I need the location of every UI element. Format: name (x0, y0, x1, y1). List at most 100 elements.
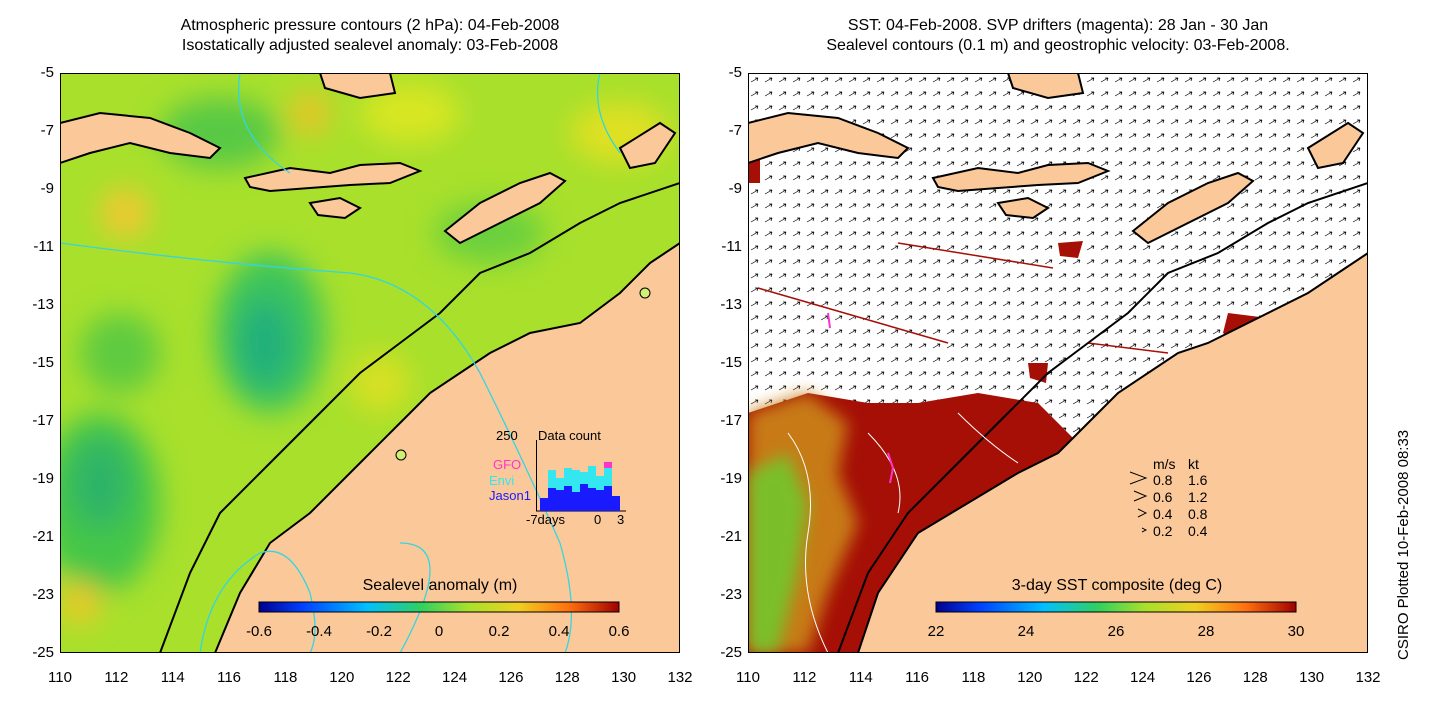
x-tick-label: 116 (905, 669, 930, 686)
y-tick-label: -19 (32, 470, 54, 487)
pressure-contour (237, 73, 291, 174)
x-tick-label: 122 (1073, 669, 1099, 686)
legend-kt-3: 0.8 (1188, 506, 1208, 522)
y-tick-label: -17 (720, 412, 742, 429)
x-tick-label: 114 (848, 669, 873, 686)
x-tick-label: 116 (217, 669, 242, 686)
shelf-edge (159, 182, 680, 653)
sst-map (748, 73, 1368, 653)
x-tick-label: 112 (792, 669, 817, 686)
y-tick-label: -5 (728, 64, 742, 81)
inset-title: Data count (538, 428, 601, 443)
colorbar-tick-label: 0.6 (608, 623, 630, 640)
y-tick-label: -17 (32, 412, 54, 429)
x-tick-label: 124 (1130, 669, 1156, 686)
y-tick-label: -7 (40, 122, 54, 139)
x-tick-label: 126 (498, 669, 524, 686)
left-colorbar-title: Sealevel anomaly (m) (362, 577, 518, 594)
colorbar-tick-label: 22 (927, 623, 945, 640)
sumba-land (996, 196, 1050, 220)
pressure-contour (399, 542, 431, 653)
colorbar-tick-label: -0.6 (246, 623, 272, 640)
australia-land (856, 251, 1368, 653)
colorbar-tick-label: 0.4 (548, 623, 570, 640)
x-tick-label: 110 (48, 669, 72, 686)
pressure-contour (596, 73, 621, 154)
drifter-track (827, 312, 831, 329)
inset-source-envi: Envi (489, 473, 515, 488)
legend-arrows (1129, 471, 1148, 533)
inset-source-gfo: GFO (493, 457, 522, 472)
northern-islands (1006, 73, 1085, 100)
inset-bar-histogram (536, 440, 626, 512)
credit-text: CSIRO Plotted 10-Feb-2008 08:33 (1395, 429, 1412, 660)
y-tick-label: -9 (728, 180, 742, 197)
legend-kt-4: 0.4 (1188, 523, 1208, 539)
legend-ms-2: 0.6 (1153, 489, 1173, 505)
y-tick-label: -21 (32, 528, 54, 545)
sumba-land (308, 196, 362, 220)
shelf-edge (837, 182, 1368, 653)
colorbar-tick-label: -0.4 (306, 623, 332, 640)
x-tick-label: 132 (1355, 669, 1381, 686)
ne-island (618, 121, 677, 170)
y-tick-label: -25 (32, 644, 54, 661)
right-colorbar (935, 601, 1297, 613)
legend-header-ms: m/s (1153, 456, 1176, 472)
x-tick-label: 118 (273, 669, 298, 686)
timor-land (443, 171, 567, 245)
y-tick-label: -9 (40, 180, 54, 197)
pressure-contour (199, 550, 316, 653)
legend-header-kt: kt (1188, 456, 1199, 472)
right-map-title: SST: 04-Feb-2008. SVP drifters (magenta)… (748, 16, 1368, 56)
inset-source-jason: Jason1 (489, 488, 531, 503)
ne-island (1306, 121, 1365, 170)
inset-top-value: 250 (496, 428, 518, 443)
station-marker (395, 449, 407, 461)
credit-label: CSIRO Plotted 10-Feb-2008 08:33 (1395, 370, 1417, 660)
x-tick-label: 124 (442, 669, 468, 686)
colorbar-tick-label: 24 (1017, 623, 1035, 640)
y-tick-label: -5 (40, 64, 54, 81)
legend-ms-4: 0.2 (1153, 523, 1173, 539)
colorbar-tick-label: 0 (434, 623, 444, 640)
left-title-line-1: Atmospheric pressure contours (2 hPa): 0… (180, 17, 560, 34)
x-tick-label: 130 (1299, 669, 1325, 686)
legend-kt-2: 1.2 (1188, 489, 1208, 505)
right-colorbar-title: 3-day SST composite (deg C) (1011, 577, 1223, 594)
x-tick-label: 114 (160, 669, 185, 686)
x-tick-label: 130 (611, 669, 637, 686)
y-tick-label: -11 (33, 238, 54, 255)
java-land (60, 111, 222, 165)
lesser-sunda-islands (931, 161, 1111, 193)
x-tick-label: 118 (961, 669, 986, 686)
y-tick-label: -19 (720, 470, 742, 487)
lesser-sunda-islands (243, 161, 423, 193)
left-title-line-2: Isostatically adjusted sealevel anomaly:… (181, 37, 559, 54)
legend-kt-1: 1.6 (1188, 472, 1208, 488)
inset-xlabel-mid: 0 (594, 512, 602, 527)
inset-xlabel-right: 3 (617, 512, 625, 527)
left-map-title: Atmospheric pressure contours (2 hPa): 0… (60, 16, 680, 56)
x-tick-label: 120 (1017, 669, 1043, 686)
colorbar-tick-label: 26 (1107, 623, 1125, 640)
y-tick-label: -7 (728, 122, 742, 139)
x-tick-label: 112 (104, 669, 129, 686)
colorbar-tick-label: 30 (1287, 623, 1305, 640)
y-tick-label: -25 (720, 644, 742, 661)
y-tick-label: -21 (720, 528, 742, 545)
sealevel-contour (787, 432, 829, 653)
y-tick-label: -23 (720, 586, 742, 603)
y-tick-label: -13 (720, 296, 742, 313)
y-tick-label: -13 (32, 296, 54, 313)
x-tick-label: 128 (554, 669, 580, 686)
northern-islands (318, 73, 397, 100)
java-land (748, 111, 910, 165)
y-tick-label: -15 (32, 354, 54, 371)
y-tick-label: -15 (720, 354, 742, 371)
y-tick-label: -11 (721, 238, 742, 255)
sealevel-anomaly-map (60, 73, 680, 653)
station-marker (639, 287, 651, 299)
x-tick-label: 120 (329, 669, 355, 686)
legend-ms-3: 0.4 (1153, 506, 1173, 522)
